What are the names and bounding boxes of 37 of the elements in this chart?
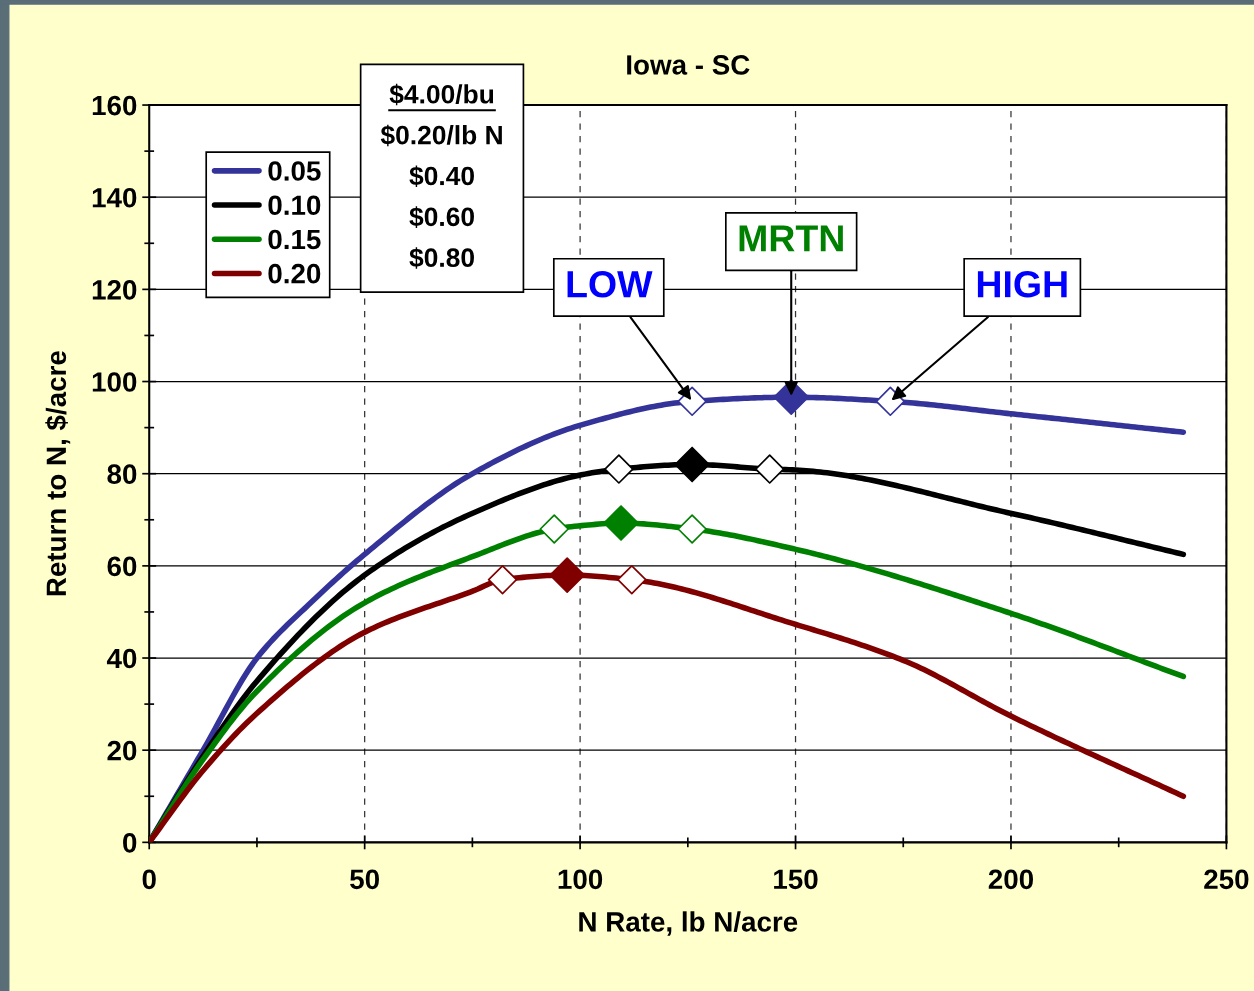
point	[875, 386, 906, 417]
legend-label: 0.05	[268, 161, 321, 181]
chart-title: Iowa - SC	[627, 55, 750, 75]
y-axis-title: Return to N, $/acre	[45, 351, 71, 596]
y-tick-label: 140	[92, 187, 137, 208]
y-tick-label: 100	[92, 372, 137, 392]
y-tick-label: 80	[107, 464, 137, 485]
x-tick-label: 200	[988, 869, 1034, 890]
point	[604, 454, 634, 484]
y-tick-label: 40	[106, 648, 137, 669]
point	[617, 564, 647, 595]
legend-label: 0.20	[268, 263, 321, 284]
y-tick-label: 0	[123, 833, 137, 853]
x-tick-label: 150	[774, 869, 818, 890]
annotation: HIGH	[977, 270, 1067, 298]
y-tick-label: 20	[107, 740, 137, 761]
annotation: LOW	[567, 270, 653, 298]
x-tick-label: 0	[142, 869, 156, 890]
y-tick-label: 120	[92, 280, 137, 300]
x-tick-label: 250	[1204, 869, 1249, 890]
annotation: $0.20/lb N	[380, 124, 502, 147]
annotation: MRTN	[739, 225, 843, 252]
annotation: $0.40	[409, 165, 474, 188]
y-tick-label: 60	[107, 556, 137, 577]
annotation: $0.60	[409, 206, 474, 228]
point	[539, 514, 569, 544]
legend-label: 0.10	[268, 195, 321, 216]
annotation: $4.00/bu	[389, 83, 494, 106]
y-tick-label: 160	[92, 95, 137, 116]
point	[754, 454, 785, 484]
x-axis-title: N Rate, lb N/acre	[579, 911, 798, 936]
x-tick-label: 100	[558, 869, 603, 890]
legend-label: 0.15	[268, 229, 321, 250]
x-tick-label: 50	[350, 869, 379, 890]
point	[487, 564, 518, 595]
point	[677, 514, 707, 544]
annotation: $0.80	[409, 247, 474, 269]
